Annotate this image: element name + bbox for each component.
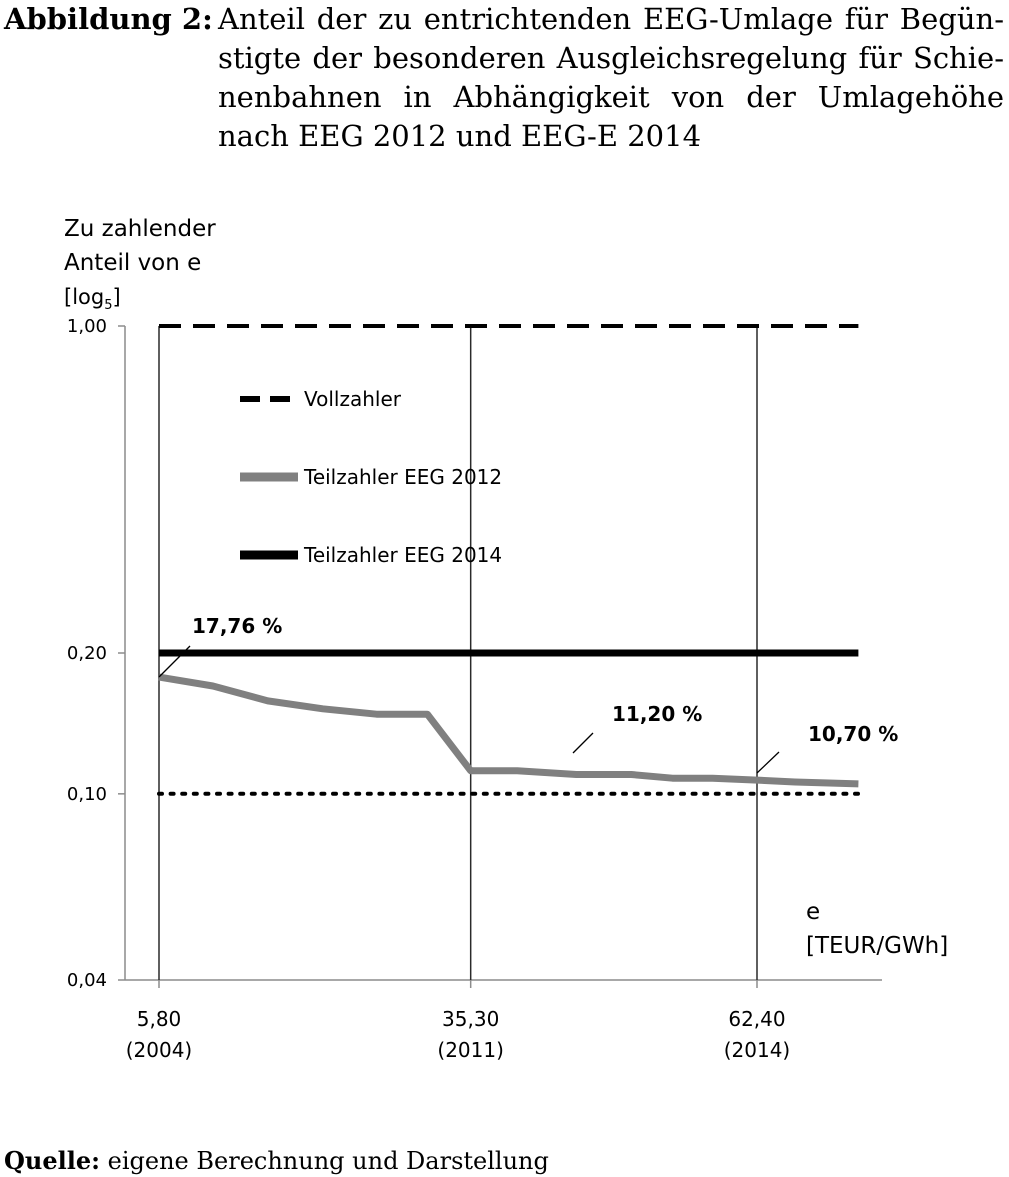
tick-labels: 1,00 0,20 0,10 0,04 5,80 (2004) 35,30 (2011) 62,… <box>67 316 790 1062</box>
y-tick-label: 0,04 <box>67 970 107 991</box>
y-label-line-1: Zu zahlender <box>64 216 216 242</box>
x-tick-year: (2004) <box>126 1038 193 1062</box>
legend-label: Vollzahler <box>304 387 402 411</box>
legend-label: Teilzahler EEG 2014 <box>303 543 502 567</box>
legend: Vollzahler Teilzahler EEG 2012 Teilzahler … <box>240 387 502 567</box>
x-tick-year: (2014) <box>724 1038 791 1062</box>
y-scale-open: [log <box>64 285 104 309</box>
source-note: Quelle: eigene Berechnung und Darstellun… <box>4 1146 549 1175</box>
series-lines <box>157 324 861 796</box>
x-label-line-1: e <box>806 899 820 925</box>
annotations: 17,76 % 11,20 % 10,70 % <box>158 614 898 774</box>
annotation-leader <box>756 751 780 774</box>
y-scale-label: [log5] <box>64 285 121 313</box>
x-tick-label: 35,30 <box>442 1007 499 1031</box>
source-text: eigene Berechnung und Darstellung <box>107 1147 549 1175</box>
annotation-label: 11,20 % <box>612 702 702 726</box>
y-scale-close: ] <box>113 285 121 309</box>
caption-label: Abbildung 2: <box>4 2 213 36</box>
x-tick-label: 62,40 <box>728 1007 785 1031</box>
y-tick-label: 1,00 <box>67 316 107 337</box>
annotation-label: 17,76 % <box>192 614 282 638</box>
annotation-leader <box>158 645 191 678</box>
annotation-leader <box>572 732 594 754</box>
series-line <box>158 673 859 788</box>
y-tick-label: 0,10 <box>67 784 107 805</box>
x-tick-year: (2011) <box>437 1038 504 1062</box>
x-label-line-2: [TEUR/GWh] <box>806 933 948 959</box>
x-axis-label: e [TEUR/GWh] <box>806 899 948 959</box>
y-tick-label: 0,20 <box>67 643 107 664</box>
source-label: Quelle: <box>4 1146 100 1175</box>
caption-text: Anteil der zu entrichtenden EEG-Umlage f… <box>218 2 1004 153</box>
y-label-line-2: Anteil von e <box>64 250 201 276</box>
annotation-label: 10,70 % <box>808 722 898 746</box>
y-scale-sub: 5 <box>104 298 112 313</box>
y-axis-label: Zu zahlender Anteil von e [log5] <box>64 216 216 313</box>
legend-label: Teilzahler EEG 2012 <box>303 465 502 489</box>
x-tick-label: 5,80 <box>137 1007 182 1031</box>
